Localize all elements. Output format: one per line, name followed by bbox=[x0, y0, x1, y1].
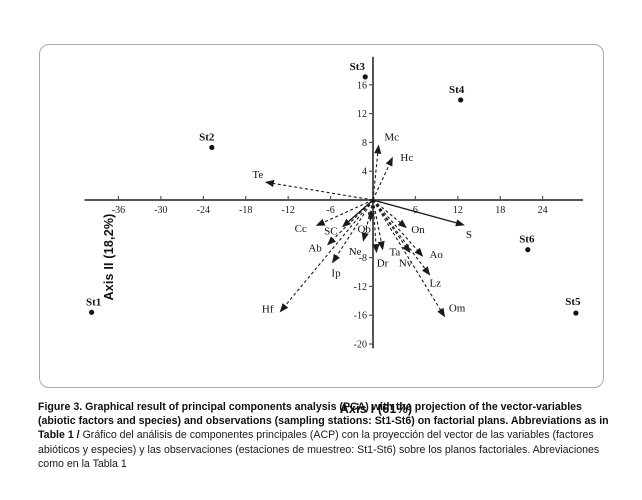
y-axis-label: Axis II (18,2%) bbox=[102, 213, 116, 301]
vector-label-Hc: Hc bbox=[400, 152, 413, 164]
caption-spanish: Gráfico del análisis de componentes prin… bbox=[38, 429, 600, 470]
vector-line-Ne bbox=[363, 199, 374, 237]
vector-arrowhead-Ip bbox=[331, 253, 340, 264]
vector-arrowhead-Lz bbox=[421, 266, 431, 276]
x-tick-label: 12 bbox=[453, 205, 463, 216]
y-tick-label: -8 bbox=[359, 253, 367, 264]
vector-label-Te: Te bbox=[252, 169, 263, 181]
vector-label-Nv: Nv bbox=[399, 257, 413, 269]
vector-arrowhead-Mc bbox=[374, 144, 382, 154]
vector-label-Ob: Ob bbox=[357, 224, 371, 236]
vector-label-Ne: Ne bbox=[349, 246, 362, 258]
x-tick-label: 6 bbox=[413, 205, 418, 216]
vector-arrowhead-Dr bbox=[372, 244, 380, 254]
x-axis-label: Axis I (61%) bbox=[339, 402, 413, 416]
y-tick-label: 8 bbox=[362, 138, 367, 149]
vector-line-Hf bbox=[282, 199, 374, 309]
pca-figure-panel: -36 -30 -24 -18 -12 -6 6 12 18 24 16 12 8 4 -8 -12 -16 -2… bbox=[39, 44, 604, 416]
station-point-St6 bbox=[525, 247, 531, 253]
x-tick-label: -24 bbox=[197, 205, 210, 216]
station-point-St1 bbox=[89, 309, 95, 315]
vector-arrowhead-S bbox=[455, 219, 465, 227]
x-tick-label: 24 bbox=[538, 205, 548, 216]
x-tick-label: -12 bbox=[281, 205, 294, 216]
vector-line-Ab bbox=[330, 199, 374, 242]
vector-label-Cc: Cc bbox=[295, 223, 307, 235]
vector-line-Cc bbox=[320, 199, 374, 225]
station-label-St6: St6 bbox=[519, 234, 535, 246]
vector-label-Ta: Ta bbox=[389, 246, 400, 258]
y-tick-label: 4 bbox=[362, 167, 367, 178]
vector-arrowhead-Cc bbox=[315, 218, 326, 226]
y-tick-label: -12 bbox=[354, 282, 367, 293]
x-tick-label: 18 bbox=[495, 205, 505, 216]
vector-label-Om: Om bbox=[449, 302, 466, 314]
pca-plot: -36 -30 -24 -18 -12 -6 6 12 18 24 16 12 8 4 -8 -12 -16 -2… bbox=[84, 56, 583, 351]
station-label-St5: St5 bbox=[565, 296, 581, 308]
vector-arrowhead-Ta bbox=[377, 240, 385, 251]
vector-label-Ip: Ip bbox=[331, 267, 341, 279]
vector-label-Hf: Hf bbox=[262, 303, 274, 315]
vector-label-On: On bbox=[411, 224, 425, 236]
y-tick-label: 16 bbox=[357, 80, 367, 91]
station-point-St4 bbox=[458, 97, 464, 103]
station-label-St4: St4 bbox=[449, 84, 465, 96]
station-point-St5 bbox=[573, 310, 579, 316]
vector-line-Ta bbox=[372, 199, 383, 246]
vector-arrowhead-Ne bbox=[361, 232, 369, 242]
vector-label-Ao: Ao bbox=[429, 249, 443, 261]
vector-label-SC: SC bbox=[324, 225, 337, 237]
y-tick-label: -20 bbox=[354, 340, 367, 351]
figure-caption: Figure 3. Graphical result of principal … bbox=[38, 400, 616, 471]
vector-line-S bbox=[372, 199, 460, 225]
vector-label-S: S bbox=[466, 229, 472, 241]
vector-line-Ip bbox=[334, 199, 374, 260]
vector-label-Lz: Lz bbox=[429, 278, 441, 290]
station-label-St2: St2 bbox=[199, 131, 215, 143]
x-tick-label: -18 bbox=[239, 205, 252, 216]
vector-label-Ab: Ab bbox=[308, 242, 322, 254]
caption-english-bold: Figure 3. Graphical result of principal … bbox=[38, 401, 609, 442]
vector-arrowhead-Om bbox=[437, 307, 446, 318]
vector-arrowhead-Nv bbox=[402, 243, 411, 254]
station-label-St3: St3 bbox=[350, 61, 366, 73]
vector-arrowhead-Hc bbox=[385, 156, 393, 167]
vector-line-Dr bbox=[372, 199, 377, 248]
vector-line-Hc bbox=[372, 161, 392, 201]
vector-line-Mc bbox=[372, 149, 379, 201]
x-tick-label: -36 bbox=[112, 205, 125, 216]
vector-arrowhead-SC bbox=[341, 218, 352, 228]
vector-arrowhead-Ab bbox=[327, 236, 336, 246]
vector-line-Te bbox=[270, 182, 374, 201]
vector-line-Nv bbox=[372, 199, 408, 250]
y-tick-label: 12 bbox=[357, 109, 367, 120]
vector-arrowhead-Hf bbox=[279, 303, 289, 313]
vector-arrowhead-Te bbox=[264, 179, 275, 188]
vector-line-On bbox=[372, 199, 404, 225]
vector-arrowhead-On bbox=[397, 219, 407, 229]
vector-line-Lz bbox=[372, 199, 428, 272]
vector-line-Om bbox=[372, 199, 443, 313]
x-tick-label: -30 bbox=[154, 205, 167, 216]
vector-arrowhead-Ao bbox=[414, 247, 424, 257]
vector-label-Dr: Dr bbox=[377, 257, 389, 269]
vector-line-Ao bbox=[372, 199, 420, 254]
y-tick-label: -16 bbox=[354, 311, 367, 322]
vector-label-Mc: Mc bbox=[384, 132, 399, 144]
x-tick-label: -6 bbox=[326, 205, 334, 216]
station-label-St1: St1 bbox=[86, 296, 101, 308]
vector-arrowhead-Ob bbox=[367, 212, 375, 222]
station-point-St3 bbox=[362, 74, 368, 80]
station-point-St2 bbox=[209, 144, 215, 151]
